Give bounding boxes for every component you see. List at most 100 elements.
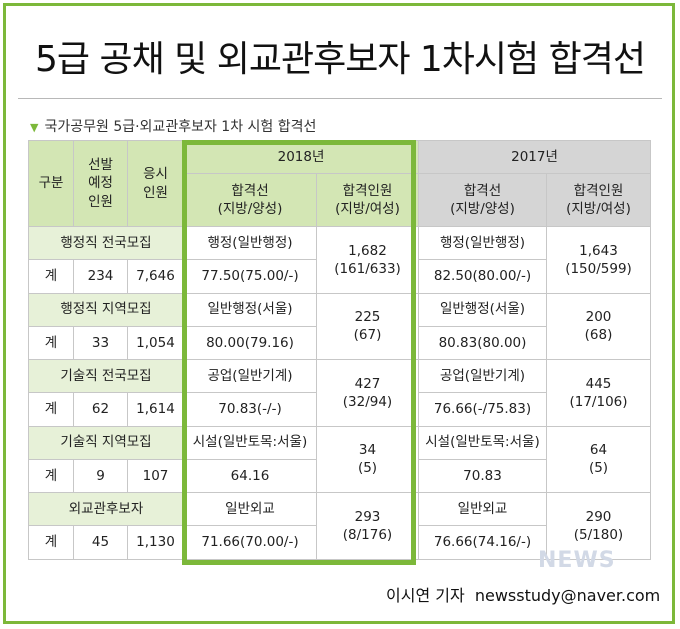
planned-count: 45 (73, 525, 128, 560)
table-caption: ▼ 국가공무원 5급·외교관후보자 1차 시험 합격선 (30, 116, 316, 136)
header-year-2018: 2018년 (183, 140, 419, 174)
reporter-name: 이시연 기자 (386, 586, 465, 605)
passers-2018: 293 (8/176) (316, 492, 419, 560)
applicant-count: 1,130 (127, 525, 184, 560)
passers-2018-detail: (67) (353, 327, 382, 344)
passers-2017-total: 200 (585, 309, 612, 326)
passers-2018-detail: (5) (357, 460, 378, 477)
cutoff-2017: 82.50(80.00/-) (418, 259, 547, 294)
passers-2018-total: 1,682 (348, 242, 387, 259)
passers-2017-detail: (17/106) (569, 393, 628, 410)
passers-2017: 1,643 (150/599) (546, 226, 651, 294)
value-row: 계 45 1,130 71.66(70.00/-) 76.66(74.16/-) (28, 525, 651, 560)
passers-2017-total: 64 (589, 442, 608, 459)
cutoff-2018: 70.83(-/-) (183, 392, 317, 427)
field-2017: 일반행정(서울) (418, 292, 547, 327)
passers-2018-total: 293 (354, 508, 381, 525)
page-title: 5급 공채 및 외교관후보자 1차시험 합격선 (35, 39, 646, 80)
field-2018: 시설(일반토목:서울) (183, 425, 317, 460)
total-label: 계 (28, 392, 74, 427)
news-watermark: NEWS (538, 548, 616, 573)
header-passers-2017: 합격인원 (지방/여성) (546, 173, 651, 227)
cutoff-2017: 76.66(74.16/-) (418, 525, 547, 560)
cutoff-2018: 64.16 (183, 458, 317, 493)
passers-2018-total: 225 (354, 309, 381, 326)
section-row: 기술직 지역모집 시설(일반토목:서울) 34 (5) 시설(일반토목:서울) 64 (5) (28, 425, 651, 493)
table-caption-text: 국가공무원 5급·외교관후보자 1차 시험 합격선 (44, 119, 317, 135)
cutoff-2017: 76.66(-/75.83) (418, 392, 547, 427)
planned-count: 62 (73, 392, 128, 427)
byline: 이시연 기자 newsstudy@naver.com (386, 582, 660, 606)
field-2018: 행정(일반행정) (183, 226, 317, 260)
section-row: 행정직 지역모집 일반행정(서울) 225 (67) 일반행정(서울) 200 (68) (28, 292, 651, 360)
cutoff-2018: 71.66(70.00/-) (183, 525, 317, 560)
passers-2017: 64 (5) (546, 425, 651, 493)
total-label: 계 (28, 525, 74, 560)
value-row: 계 62 1,614 70.83(-/-) 76.66(-/75.83) (28, 392, 651, 427)
total-label: 계 (28, 259, 74, 294)
passers-2018: 427 (32/94) (316, 359, 419, 427)
passers-2017: 200 (68) (546, 292, 651, 360)
planned-count: 33 (73, 325, 128, 360)
title-divider (18, 98, 662, 99)
applicant-count: 1,614 (127, 392, 184, 427)
passers-2017-detail: (68) (584, 327, 613, 344)
section-row: 행정직 전국모집 행정(일반행정) 1,682 (161/633) 행정(일반행정) 1,… (28, 226, 651, 294)
passers-2018: 34 (5) (316, 425, 419, 493)
field-2018: 공업(일반기계) (183, 359, 317, 393)
planned-count: 234 (73, 259, 128, 294)
field-2017: 시설(일반토목:서울) (418, 425, 547, 460)
field-2018: 일반행정(서울) (183, 292, 317, 327)
passers-2017-detail: (5) (588, 460, 609, 477)
value-row: 계 234 7,646 77.50(75.00/-) 82.50(80.00/-) (28, 259, 651, 294)
applicant-count: 1,054 (127, 325, 184, 360)
section-row: 외교관후보자 일반외교 293 (8/176) 일반외교 290 (5/180) (28, 492, 651, 560)
header-cutoff-2017: 합격선 (지방/양성) (418, 173, 547, 227)
passers-2017: 290 (5/180) (546, 492, 651, 560)
passers-2018: 225 (67) (316, 292, 419, 360)
passers-2018-detail: (32/94) (342, 393, 393, 410)
header-planned: 선발 예정 인원 (73, 140, 128, 227)
passers-2017-detail: (150/599) (565, 260, 632, 277)
applicant-count: 107 (127, 458, 184, 493)
passers-2018-detail: (8/176) (342, 526, 393, 543)
planned-count: 9 (73, 458, 128, 493)
applicant-count: 7,646 (127, 259, 184, 294)
passers-2017-total: 1,643 (579, 242, 618, 259)
section-name: 기술직 지역모집 (28, 425, 184, 460)
cutoff-2017: 70.83 (418, 458, 547, 493)
triangle-bullet-icon: ▼ (30, 121, 39, 134)
passers-2018: 1,682 (161/633) (316, 226, 419, 294)
reporter-email: newsstudy@naver.com (474, 586, 661, 605)
header-cutoff-2018: 합격선 (지방/양성) (183, 173, 317, 227)
header-applicants: 응시 인원 (127, 140, 184, 227)
section-name: 행정직 지역모집 (28, 292, 184, 327)
value-row: 계 9 107 64.16 70.83 (28, 458, 651, 493)
outer-frame (3, 3, 675, 624)
passers-2017-total: 290 (585, 508, 612, 525)
passers-2017-total: 445 (585, 375, 612, 392)
total-label: 계 (28, 458, 74, 493)
passers-2018-total: 427 (354, 375, 381, 392)
cutoff-2017: 80.83(80.00) (418, 325, 547, 360)
cutoff-table: 구분 선발 예정 인원 응시 인원 2018년 2017년 합격선 (지방/양성… (28, 140, 651, 560)
section-name: 행정직 전국모집 (28, 226, 184, 260)
field-2017: 행정(일반행정) (418, 226, 547, 260)
header-category: 구분 (28, 140, 74, 227)
field-2017: 일반외교 (418, 492, 547, 526)
section-name: 외교관후보자 (28, 492, 184, 526)
section-row: 기술직 전국모집 공업(일반기계) 427 (32/94) 공업(일반기계) 445 (17… (28, 359, 651, 427)
passers-2018-detail: (161/633) (334, 260, 401, 277)
header-passers-2018: 합격인원 (지방/여성) (316, 173, 419, 227)
header-year-2017: 2017년 (418, 140, 651, 174)
cutoff-2018: 80.00(79.16) (183, 325, 317, 360)
value-row: 계 33 1,054 80.00(79.16) 80.83(80.00) (28, 325, 651, 360)
passers-2017: 445 (17/106) (546, 359, 651, 427)
field-2018: 일반외교 (183, 492, 317, 526)
passers-2018-total: 34 (358, 442, 377, 459)
field-2017: 공업(일반기계) (418, 359, 547, 393)
section-name: 기술직 전국모집 (28, 359, 184, 393)
passers-2017-detail: (5/180) (573, 526, 624, 543)
cutoff-2018: 77.50(75.00/-) (183, 259, 317, 294)
total-label: 계 (28, 325, 74, 360)
